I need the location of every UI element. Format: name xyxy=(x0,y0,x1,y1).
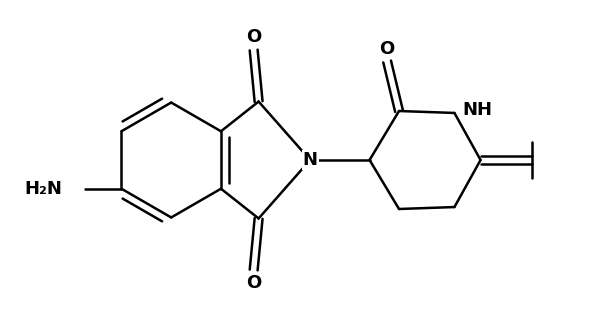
Text: H₂N: H₂N xyxy=(24,180,62,198)
Text: O: O xyxy=(246,28,261,46)
Text: O: O xyxy=(379,40,395,58)
Text: NH: NH xyxy=(463,101,493,119)
Text: N: N xyxy=(302,151,317,169)
Text: O: O xyxy=(246,274,261,292)
